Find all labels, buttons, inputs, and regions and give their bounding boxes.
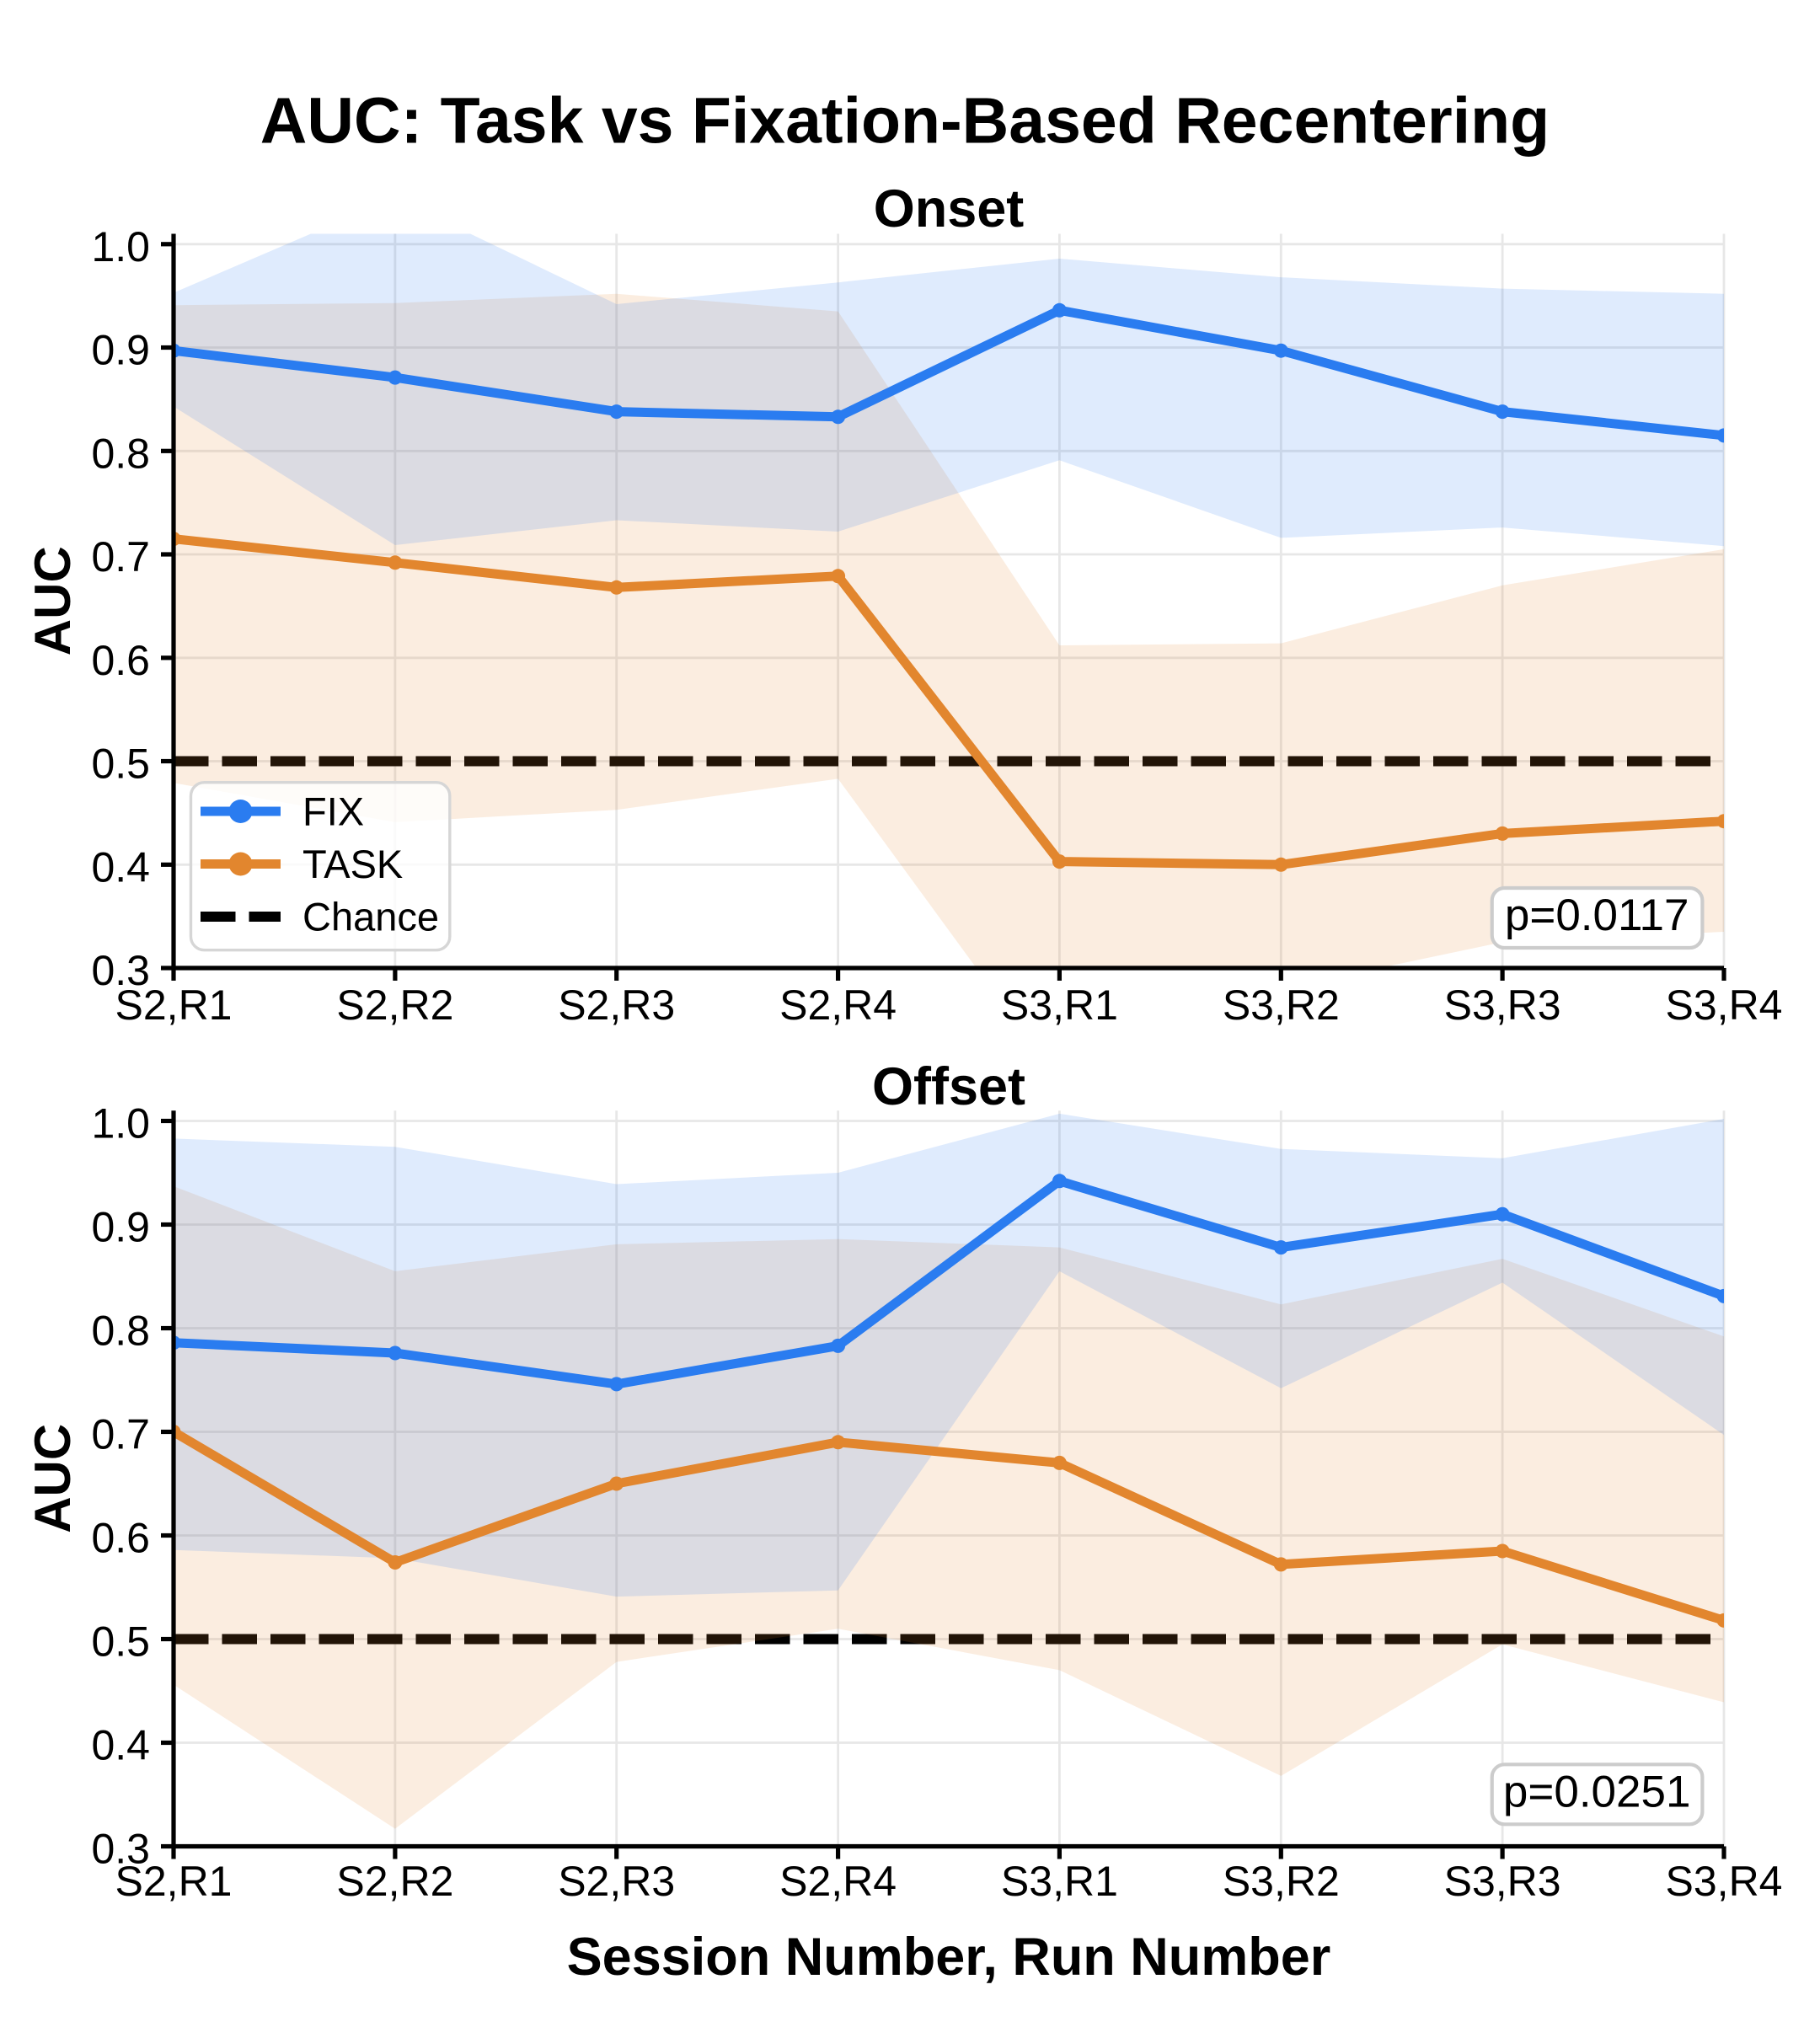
svg-text:FIX: FIX [302,789,364,834]
svg-text:0.8: 0.8 [91,430,150,477]
svg-text:AUC: AUC [24,546,81,655]
svg-text:p=0.0251: p=0.0251 [1503,1768,1691,1817]
svg-text:S2,R1: S2,R1 [115,982,233,1029]
svg-text:0.6: 0.6 [91,637,150,684]
svg-text:S2,R4: S2,R4 [779,1858,897,1905]
svg-text:0.5: 0.5 [91,741,150,788]
svg-text:Offset: Offset [872,1057,1025,1116]
svg-text:1.0: 1.0 [91,1100,150,1147]
svg-text:S2,R1: S2,R1 [115,1858,233,1905]
svg-text:0.9: 0.9 [91,327,150,374]
svg-text:S2,R4: S2,R4 [779,982,897,1029]
svg-text:0.5: 0.5 [91,1618,150,1666]
svg-text:S2,R3: S2,R3 [558,982,675,1029]
svg-text:S3,R1: S3,R1 [1001,1858,1118,1905]
svg-text:AUC: AUC [24,1424,81,1533]
svg-text:Chance: Chance [302,895,439,939]
svg-text:Onset: Onset [874,179,1025,238]
svg-text:S3,R4: S3,R4 [1666,1858,1783,1905]
svg-text:0.7: 0.7 [91,1411,150,1458]
svg-text:0.9: 0.9 [91,1204,150,1251]
svg-text:0.4: 0.4 [91,1722,150,1769]
svg-text:S2,R3: S2,R3 [558,1858,675,1905]
svg-text:0.3: 0.3 [91,947,150,994]
svg-text:Session Number, Run Number: Session Number, Run Number [567,1928,1331,1987]
svg-text:0.8: 0.8 [91,1308,150,1355]
svg-text:0.4: 0.4 [91,843,150,891]
svg-text:AUC: Task vs Fixation-Based Re: AUC: Task vs Fixation-Based Recentering [260,85,1550,158]
svg-text:p=0.0117: p=0.0117 [1505,891,1689,940]
svg-text:S3,R4: S3,R4 [1666,982,1783,1029]
svg-text:S3,R3: S3,R3 [1444,982,1561,1029]
svg-text:1.0: 1.0 [91,223,150,270]
svg-text:TASK: TASK [302,842,403,886]
svg-text:S2,R2: S2,R2 [336,982,453,1029]
svg-text:S3,R1: S3,R1 [1001,982,1118,1029]
svg-text:S3,R2: S3,R2 [1223,1858,1340,1905]
svg-text:0.6: 0.6 [91,1515,150,1562]
svg-text:S2,R2: S2,R2 [336,1858,453,1905]
svg-text:0.3: 0.3 [91,1826,150,1873]
svg-text:S3,R3: S3,R3 [1444,1858,1561,1905]
svg-text:0.7: 0.7 [91,533,150,580]
svg-text:S3,R2: S3,R2 [1223,982,1340,1029]
